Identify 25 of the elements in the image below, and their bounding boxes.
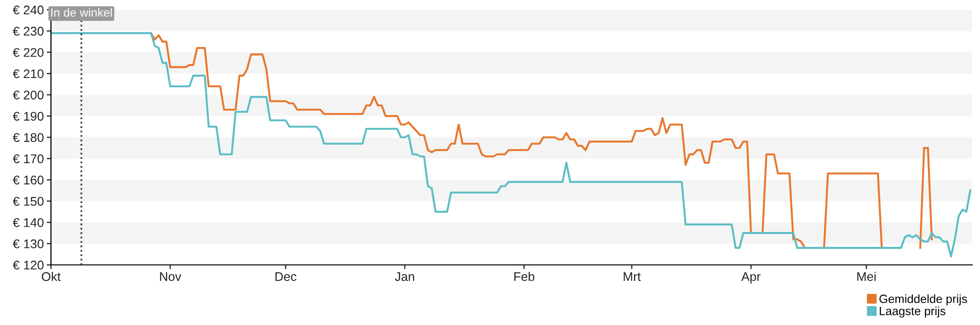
y-tick-label: € 150 xyxy=(12,196,44,206)
y-tick-label: € 180 xyxy=(12,133,44,142)
y-tick-label: € 120 xyxy=(12,260,44,270)
y-tick-label: € 230 xyxy=(12,26,44,36)
legend-label: Gemiddelde prijs xyxy=(879,294,968,306)
y-tick-label: € 170 xyxy=(12,154,44,164)
line-series xyxy=(50,32,972,258)
y-tick-label: € 220 xyxy=(12,48,44,57)
x-tick-label: Feb xyxy=(514,272,534,281)
y-tick-label: € 190 xyxy=(12,112,44,121)
annotation: In de winkel xyxy=(51,8,112,17)
y-tick-label: € 200 xyxy=(12,90,44,100)
x-tick-label: Apr xyxy=(741,272,761,284)
y-tick-label: € 240 xyxy=(12,6,44,14)
x-tick-label: Dec xyxy=(276,272,296,281)
legend-label: Laagste prijs xyxy=(880,306,946,318)
x-tick-label: Nov xyxy=(160,272,182,281)
x-tick-label: Jan xyxy=(394,272,414,281)
y-tick-label: € 210 xyxy=(12,69,44,78)
y-tick-label: € 140 xyxy=(12,218,44,228)
y-tick-label: € 160 xyxy=(12,176,44,184)
y-tick-label: € 130 xyxy=(12,239,44,248)
x-tick-label: Mrt xyxy=(624,272,641,281)
x-tick-label: Okt xyxy=(42,272,61,281)
x-tick-label: Mei xyxy=(857,272,876,281)
